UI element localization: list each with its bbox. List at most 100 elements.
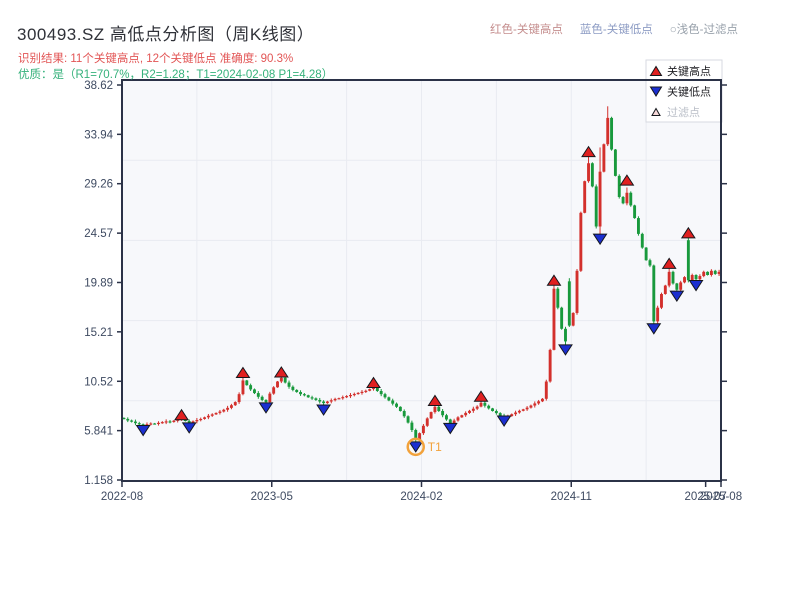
x-tick-label: 2023-05	[251, 491, 293, 503]
candle	[702, 271, 706, 277]
result-summary: 识别结果: 11个关键高点, 12个关键低点 准确度: 90.3%	[18, 53, 294, 65]
candle	[533, 403, 537, 406]
candle	[494, 411, 498, 414]
candle	[617, 175, 621, 197]
candle	[256, 393, 260, 397]
candle	[706, 271, 710, 276]
candle	[149, 423, 153, 425]
candle	[548, 349, 552, 382]
candle	[187, 421, 191, 423]
candle	[203, 417, 207, 419]
candle	[521, 409, 525, 411]
candle	[464, 412, 468, 416]
key-high-marker	[174, 408, 189, 421]
legend-label: 关键高点	[667, 64, 711, 78]
candle	[406, 416, 410, 423]
candle	[483, 402, 487, 406]
t1-ring	[406, 437, 425, 457]
candle	[602, 144, 606, 172]
candle	[629, 192, 633, 206]
candle	[717, 271, 721, 274]
candle	[195, 419, 199, 422]
candle	[299, 392, 302, 395]
candle	[122, 417, 126, 420]
candle	[510, 414, 514, 417]
candle	[418, 433, 422, 441]
candle	[498, 413, 502, 416]
candle	[360, 391, 364, 394]
candle	[660, 293, 663, 308]
candle	[575, 270, 579, 313]
x-tick-label: 2024-02	[400, 491, 442, 503]
key-high-marker	[661, 257, 677, 269]
candle	[372, 387, 375, 390]
candle	[283, 377, 287, 383]
candle	[364, 390, 368, 392]
candle	[395, 403, 398, 407]
candle	[352, 393, 356, 396]
key-low-marker	[316, 404, 332, 416]
candle	[210, 414, 214, 416]
candle	[437, 406, 441, 412]
candle	[345, 396, 349, 398]
legend-marker-up-light	[651, 107, 661, 116]
candle	[564, 328, 567, 342]
x-tick-label: 2024-11	[551, 491, 592, 503]
candle	[517, 410, 521, 413]
candle	[425, 418, 429, 426]
key-low-marker	[558, 344, 573, 356]
candle	[133, 421, 137, 424]
candle	[475, 406, 479, 409]
candle	[690, 275, 694, 281]
candle	[383, 394, 387, 398]
quality-summary: 优质：是（R1=70.7%，R2=1.28；T1=2024-02-08 P1=4…	[18, 69, 334, 81]
key-low-marker	[669, 290, 685, 303]
candle	[168, 421, 172, 423]
candle	[560, 307, 564, 329]
candle	[656, 307, 660, 322]
y-tick-label: 38.62	[84, 80, 113, 92]
candle	[610, 117, 614, 150]
candle	[698, 276, 702, 280]
candle	[325, 401, 329, 404]
legend-label: 过滤点	[667, 106, 700, 119]
candle	[249, 385, 253, 390]
candle	[456, 417, 460, 421]
candle	[329, 400, 333, 402]
candle	[433, 406, 437, 413]
candle	[233, 402, 237, 406]
candle	[295, 389, 299, 393]
candle	[544, 381, 548, 399]
candle	[218, 411, 222, 413]
candle	[157, 422, 160, 425]
candle	[613, 149, 617, 176]
candle	[541, 398, 544, 402]
key-low-marker	[592, 233, 608, 246]
key-high-marker	[546, 274, 562, 286]
candle	[260, 396, 264, 400]
candle	[375, 387, 379, 391]
candle	[414, 430, 418, 441]
candle	[675, 283, 679, 290]
candle	[199, 418, 203, 421]
candle	[276, 381, 279, 388]
candle	[237, 394, 241, 403]
candle	[644, 247, 648, 261]
candle	[368, 389, 372, 391]
candle	[322, 401, 326, 404]
candle	[479, 402, 483, 407]
candle	[594, 186, 598, 227]
key-low-marker	[258, 402, 274, 414]
legend-label: 关键低点	[667, 85, 711, 99]
candle	[429, 412, 433, 419]
candle	[598, 171, 602, 227]
key-high-marker	[273, 366, 289, 378]
candle	[126, 418, 130, 421]
y-tick-label: 15.21	[84, 327, 113, 339]
candle	[590, 163, 594, 187]
candle	[713, 270, 717, 274]
key-low-marker	[688, 280, 704, 292]
candle	[172, 420, 176, 422]
